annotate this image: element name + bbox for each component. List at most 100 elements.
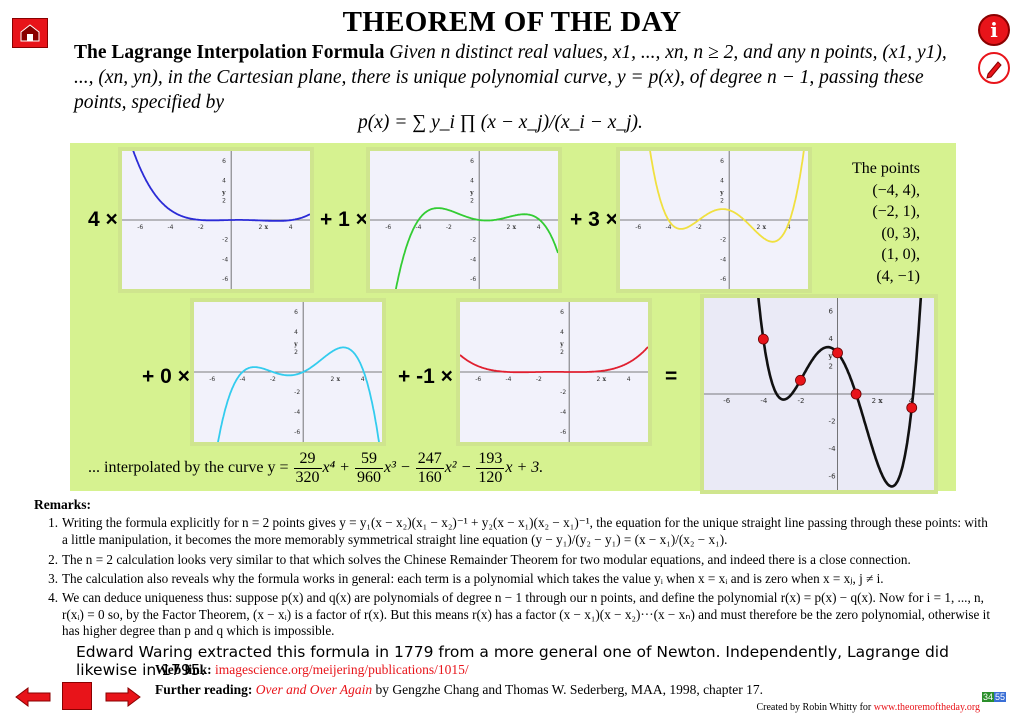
- interpolation-point: [850, 388, 862, 400]
- x-tick-label: -4: [506, 376, 512, 383]
- home-icon[interactable]: [12, 18, 48, 48]
- x-tick-label: 4: [361, 376, 365, 383]
- remark-2: 2. The n = 2 calculation looks very simil…: [48, 552, 911, 567]
- y-tick-label: 2: [720, 197, 724, 204]
- x-tick-label: -2: [797, 397, 804, 405]
- y-tick-label: 6: [829, 308, 834, 316]
- lagrange-formula: p(x) = ∑ y_i ∏ (x − x_j)/(x_i − x_j).: [358, 112, 643, 133]
- y-tick-label: -6: [829, 472, 837, 480]
- graph-basis-2: -6 -4 -2 2 4 6 4 2 -2 -4 -6 x y: [366, 147, 562, 293]
- remark-1: 1. Writing the formula explicitly for n =…: [48, 515, 988, 547]
- x-tick-label: -6: [137, 224, 143, 231]
- book-title[interactable]: Over and Over Again: [255, 682, 373, 697]
- x-tick-label: -4: [666, 224, 672, 231]
- graph-basis-3: -6 -4 -2 2 4 6 4 2 -2 -4 -6 x y: [616, 147, 812, 293]
- y-axis-label: y: [828, 351, 834, 360]
- y-tick-label: 2: [560, 349, 564, 356]
- x-tick-label: -4: [168, 224, 174, 231]
- y-tick-label: 6: [294, 309, 298, 316]
- pencil-icon[interactable]: [978, 52, 1010, 84]
- further-reading: Further reading: Over and Over Again by …: [155, 682, 764, 697]
- term-2: 59 960: [354, 450, 383, 486]
- x-tick-label: -4: [416, 224, 422, 231]
- y-tick-label: 2: [222, 197, 226, 204]
- y-tick-label: -2: [560, 389, 566, 396]
- x-tick-label: 2: [258, 224, 262, 231]
- interp-prefix: ... interpolated by the curve y =: [88, 459, 289, 477]
- y-axis-label: y: [469, 189, 474, 196]
- interpolated-curve: ... interpolated by the curve y = 29 320 x…: [88, 450, 544, 486]
- y-tick-label: -2: [470, 237, 476, 244]
- point-5: (4, −1): [876, 267, 920, 285]
- point-2: (−2, 1),: [872, 203, 920, 220]
- point-3: (0, 3),: [881, 224, 920, 242]
- point-1: (−4, 4),: [872, 181, 920, 199]
- coef-5: + -1 ×: [398, 365, 453, 388]
- y-tick-label: -2: [294, 389, 300, 396]
- x-tick-label: 4: [289, 224, 293, 231]
- term-1: 29 320: [293, 450, 322, 486]
- x-tick-label: 4: [627, 376, 631, 383]
- x-tick-label: -4: [760, 397, 768, 405]
- x-axis-label: x: [513, 224, 517, 231]
- x-tick-label: -6: [475, 376, 481, 383]
- term-4: 193 120: [476, 450, 505, 486]
- info-icon[interactable]: i: [978, 14, 1010, 46]
- interpolation-point: [832, 347, 843, 359]
- y-tick-label: -6: [720, 276, 726, 283]
- interpolation-point: [757, 333, 769, 345]
- y-axis-label: y: [559, 341, 564, 348]
- y-tick-label: -2: [720, 237, 726, 244]
- y-axis-label: y: [719, 189, 724, 196]
- credit-link[interactable]: www.theoremoftheday.org: [873, 702, 980, 713]
- remark-4: 4. We can deduce uniqueness thus: suppose…: [48, 590, 990, 638]
- coef-3: + 3 ×: [570, 208, 618, 231]
- y-tick-label: 4: [560, 329, 564, 336]
- page-title: THEOREM OF THE DAY: [342, 6, 682, 38]
- curve: [395, 207, 558, 289]
- x-tick-label: 2: [756, 224, 760, 231]
- y-axis-label: y: [221, 189, 226, 196]
- x-tick-label: -2: [270, 376, 276, 383]
- y-tick-label: -6: [560, 429, 566, 436]
- history-note: Edward Waring extracted this formula in …: [76, 643, 949, 679]
- right-arrow-icon[interactable]: [104, 686, 142, 708]
- theorem-statement: The Lagrange Interpolation Formula Given…: [74, 40, 954, 115]
- x-tick-label: 2: [872, 397, 876, 405]
- x-tick-label: -2: [198, 224, 204, 231]
- remarks-heading: Remarks:: [34, 497, 91, 512]
- y-tick-label: -4: [560, 409, 566, 416]
- x-tick-label: 2: [596, 376, 600, 383]
- y-tick-label: -4: [470, 256, 476, 263]
- credit-line: Created by Robin Whitty for www.theoremo…: [756, 702, 980, 713]
- y-tick-label: -4: [720, 256, 726, 263]
- y-tick-label: 4: [470, 178, 474, 185]
- x-axis-label: x: [603, 376, 607, 383]
- y-tick-label: -4: [829, 445, 837, 453]
- x-tick-label: -4: [240, 376, 246, 383]
- graph-basis-1: -6 -4 -2 2 4 6 4 2 -2 -4 -6 x y: [118, 147, 314, 293]
- x-axis-label: x: [337, 376, 341, 383]
- y-tick-label: -2: [222, 237, 228, 244]
- points-list: The points (−4, 4), (−2, 1), (0, 3), (1,…: [820, 158, 920, 287]
- y-tick-label: -2: [829, 417, 836, 425]
- remark-3: 3. The calculation also reveals why the f…: [48, 571, 884, 586]
- index-icon[interactable]: [62, 682, 92, 710]
- graph-basis-4: -6 -4 -2 2 4 6 4 2 -2 -4 -6 x y: [190, 298, 386, 446]
- y-tick-label: 4: [720, 178, 724, 185]
- y-axis-label: y: [293, 341, 298, 348]
- graph-basis-5: -6 -4 -2 2 4 6 4 2 -2 -4 -6 x y: [456, 298, 652, 446]
- y-tick-label: 6: [222, 158, 226, 165]
- y-tick-label: -6: [470, 276, 476, 283]
- web-link-url[interactable]: imagescience.org/meijering/publications/…: [215, 662, 469, 677]
- x-tick-label: -6: [385, 224, 391, 231]
- x-tick-label: -6: [209, 376, 215, 383]
- left-arrow-icon[interactable]: [14, 686, 52, 708]
- point-4: (1, 0),: [881, 246, 920, 263]
- y-tick-label: -4: [222, 256, 228, 263]
- x-axis-label: x: [265, 224, 269, 231]
- theorem-badge: 34 55: [982, 692, 1007, 702]
- y-tick-label: 2: [470, 197, 474, 204]
- y-tick-label: -6: [294, 429, 300, 436]
- x-tick-label: 2: [506, 224, 510, 231]
